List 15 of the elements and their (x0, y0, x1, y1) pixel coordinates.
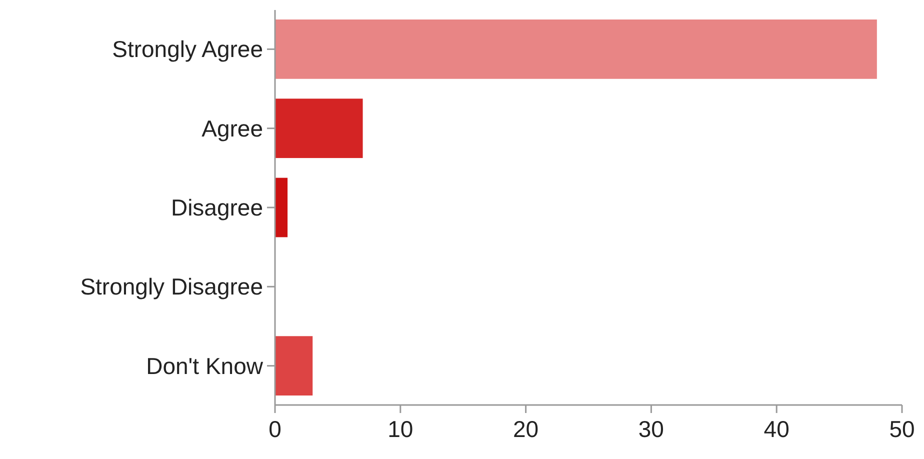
y-tick-label: Don't Know (146, 352, 264, 379)
x-tick-label: 40 (764, 416, 790, 442)
x-tick-label: 0 (268, 416, 282, 442)
y-tick-label: Disagree (170, 194, 263, 221)
x-tick-label: 10 (388, 416, 414, 442)
y-tick-label: Strongly Agree (112, 36, 263, 62)
x-tick-label: 50 (889, 416, 915, 442)
x-tick-label: 20 (513, 416, 539, 442)
bar (275, 178, 288, 238)
bar (275, 20, 877, 79)
bar (275, 98, 363, 158)
x-tick-label: 30 (638, 416, 664, 442)
y-tick-label: Agree (202, 115, 263, 142)
y-tick-label: Strongly Disagree (80, 274, 263, 300)
bar (275, 336, 313, 396)
